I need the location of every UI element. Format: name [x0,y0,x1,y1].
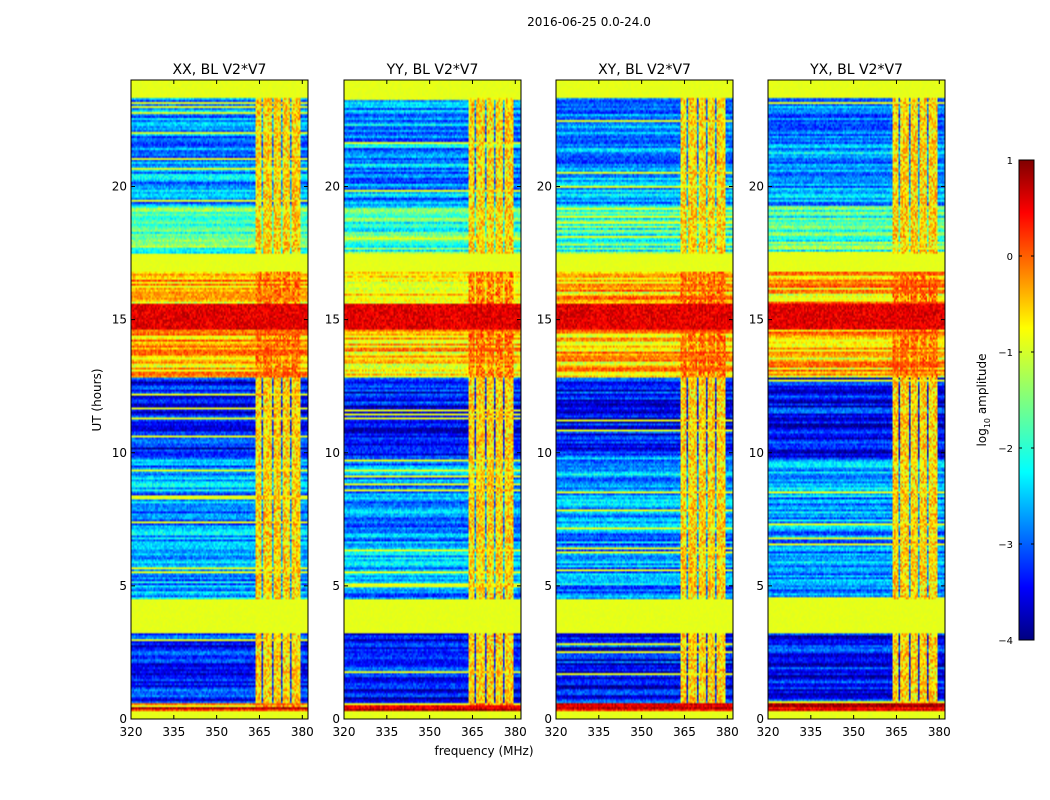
panel-frame [130,79,309,720]
panel-frame [555,79,734,720]
y-tick-label: 0 [544,712,552,726]
x-tick-label: 380 [928,725,951,739]
colorbar-tick-label: 1 [1007,156,1013,167]
colorbar: 1 0 −1 −2 −3 −4 log10 amplitude [975,156,1035,647]
y-tick-label: 20 [537,180,552,194]
x-tick-label: 380 [504,725,527,739]
x-tick-label: 335 [375,725,398,739]
x-tick-label: 350 [630,725,653,739]
colorbar-tick-label: 0 [1007,252,1013,263]
y-tick-label: 0 [756,712,764,726]
x-tick-label: 320 [333,725,356,739]
y-tick-label: 10 [112,446,127,460]
y-tick-label: 5 [756,579,764,593]
x-tick-label: 365 [248,725,271,739]
x-tick-label: 335 [799,725,822,739]
panel-title: XX, BL V2*V7 [173,62,267,78]
y-tick-label: 15 [112,313,127,327]
x-tick-label: 365 [885,725,908,739]
panel-heatmap-image [344,80,521,719]
y-tick-label: 10 [537,446,552,460]
panel-2: YY, BL V2*V7 320 335 350 365 380 0 5 10 15 20 [325,62,527,739]
x-tick-label: 335 [587,725,610,739]
y-tick-label: 15 [537,313,552,327]
y-tick-label: 5 [332,579,340,593]
panel-heatmap-image [768,80,945,719]
panel-frame [343,79,522,720]
colorbar-ticks: 1 0 −1 −2 −3 −4 [998,156,1034,647]
x-tick-label: 320 [757,725,780,739]
colorbar-tick-label: −3 [998,540,1013,551]
y-axis-label: UT (hours) [90,368,104,431]
x-tick-label: 365 [673,725,696,739]
x-tick-label: 320 [545,725,568,739]
colorbar-label: log10 amplitude [975,354,992,447]
y-tick-label: 0 [332,712,340,726]
y-tick-label: 20 [749,180,764,194]
panel-title: XY, BL V2*V7 [598,62,691,78]
y-tick-label: 20 [325,180,340,194]
y-tick-label: 15 [749,313,764,327]
y-tick-label: 0 [119,712,127,726]
y-tick-label: 10 [749,446,764,460]
panel-heatmap-image [556,80,733,719]
y-tick-label: 5 [544,579,552,593]
y-tick-label: 15 [325,313,340,327]
colorbar-tick-label: −1 [998,348,1013,359]
y-tick-label: 20 [112,180,127,194]
x-tick-label: 350 [418,725,441,739]
y-tick-label: 5 [119,579,127,593]
panel-1: XX, BL V2*V7 320 335 350 365 380 0 5 10 15 20 [112,62,314,739]
panel-frame [767,79,946,720]
colorbar-tick-label: −4 [998,636,1013,647]
panel-4: YX, BL V2*V7 320 335 350 365 380 0 5 10 15 20 [749,62,951,739]
x-tick-label: 335 [162,725,185,739]
colorbar-gradient [1018,159,1035,641]
y-tick-label: 10 [325,446,340,460]
panel-title: YY, BL V2*V7 [386,62,479,78]
x-tick-label: 380 [716,725,739,739]
x-tick-label: 365 [461,725,484,739]
x-axis-label: frequency (MHz) [434,744,533,758]
x-tick-label: 350 [842,725,865,739]
x-tick-label: 320 [120,725,143,739]
panel-heatmap-image [131,80,308,719]
panel-title: YX, BL V2*V7 [809,62,903,78]
x-tick-label: 350 [205,725,228,739]
x-tick-label: 380 [291,725,314,739]
colorbar-tick-label: −2 [998,444,1013,455]
figure-suptitle: 2016-06-25 0.0-24.0 [527,15,651,29]
panel-3: XY, BL V2*V7 320 335 350 365 380 0 5 10 15 20 [537,62,739,739]
